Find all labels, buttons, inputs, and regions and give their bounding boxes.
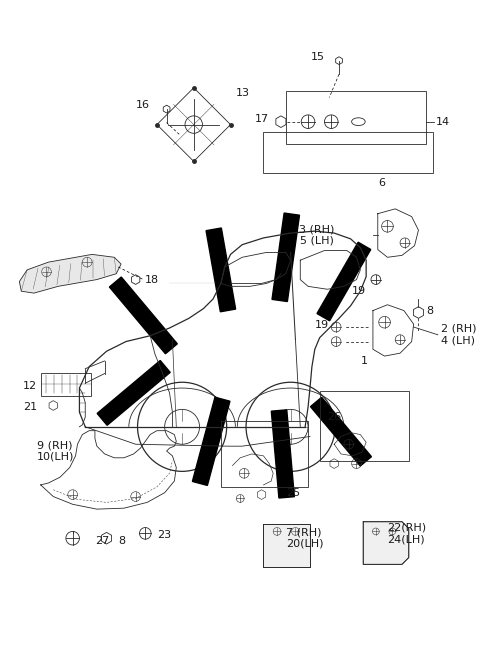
Text: 26: 26 [327, 412, 342, 422]
Text: 14: 14 [436, 117, 450, 127]
Text: 6: 6 [378, 178, 385, 188]
Text: 7 (RH)
20(LH): 7 (RH) 20(LH) [286, 527, 323, 549]
Text: 18: 18 [145, 275, 159, 285]
Text: 13: 13 [235, 88, 250, 98]
Text: 15: 15 [311, 52, 324, 62]
Polygon shape [97, 361, 170, 425]
Text: 19: 19 [352, 286, 366, 297]
Text: 21: 21 [23, 402, 37, 413]
Text: 1: 1 [360, 356, 367, 366]
Polygon shape [206, 228, 236, 312]
Polygon shape [272, 213, 300, 302]
Text: 12: 12 [23, 381, 37, 391]
Polygon shape [109, 277, 177, 354]
Text: 16: 16 [136, 100, 150, 110]
Bar [286, 91, 426, 144]
Polygon shape [317, 242, 371, 321]
Bar [264, 133, 433, 173]
Bar [221, 421, 308, 487]
Polygon shape [311, 398, 372, 466]
Text: 19: 19 [315, 320, 329, 330]
Text: 3 (RH)
5 (LH): 3 (RH) 5 (LH) [299, 224, 334, 246]
Text: 8: 8 [118, 536, 125, 546]
Text: 27: 27 [95, 536, 109, 546]
Polygon shape [264, 523, 310, 567]
Polygon shape [192, 398, 230, 485]
Polygon shape [363, 522, 409, 564]
Text: 8: 8 [426, 306, 433, 316]
Bar [320, 391, 409, 461]
Text: 25: 25 [286, 487, 300, 498]
Text: 17: 17 [255, 113, 269, 124]
Text: 2 (RH)
4 (LH): 2 (RH) 4 (LH) [441, 324, 476, 346]
Text: 9 (RH)
10(LH): 9 (RH) 10(LH) [37, 440, 74, 462]
Polygon shape [19, 255, 121, 293]
Text: 22(RH)
24(LH): 22(RH) 24(LH) [387, 523, 427, 544]
Text: 23: 23 [157, 530, 171, 541]
Bar [41, 373, 91, 396]
Polygon shape [271, 410, 294, 498]
